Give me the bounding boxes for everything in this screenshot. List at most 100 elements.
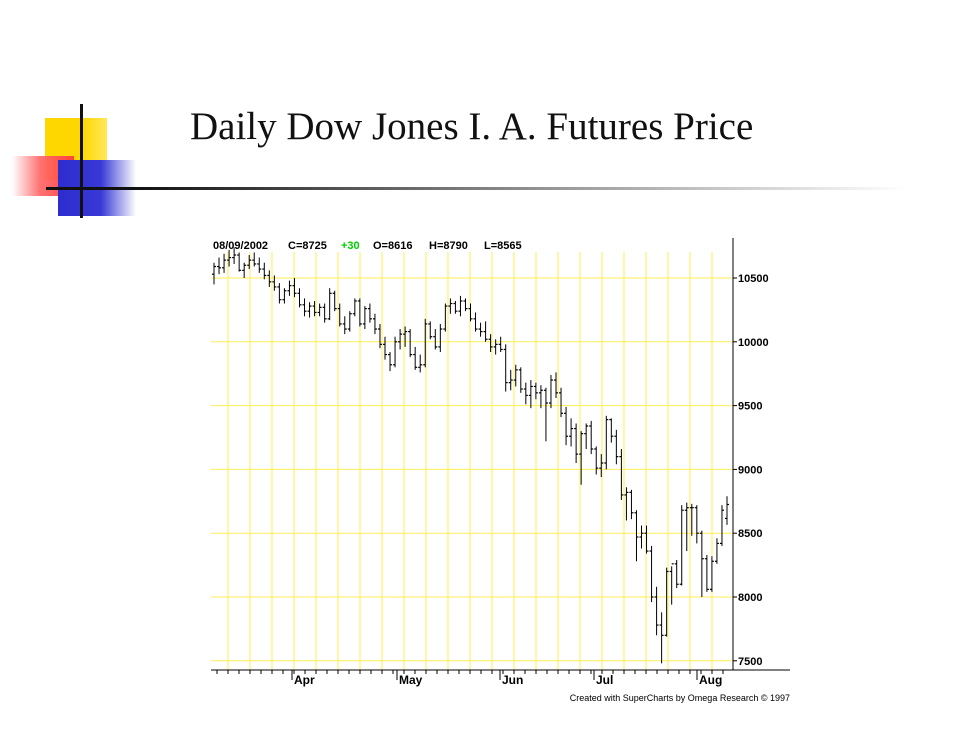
- ohlc-bar: [317, 303, 322, 317]
- ohlc-bar: [614, 429, 619, 465]
- ohlc-bar: [674, 559, 679, 589]
- ohlc-bar: [609, 418, 614, 443]
- ohlc-bar: [242, 262, 247, 278]
- y-tick-label: 9000: [738, 464, 762, 476]
- ohlc-bar: [554, 372, 558, 398]
- grid-layer: [211, 252, 733, 670]
- header-high: H=8790: [429, 240, 468, 252]
- ohlc-bar: [257, 257, 262, 273]
- ohlc-bar: [503, 344, 508, 392]
- ohlc-bar: [719, 505, 724, 546]
- ohlc-bar: [388, 352, 393, 372]
- ohlc-bar: [453, 300, 458, 314]
- ohlc-bar: [297, 288, 302, 308]
- ohlc-bar: [272, 275, 277, 291]
- ohlc-bar: [624, 487, 629, 521]
- ohlc-bar: [448, 298, 453, 314]
- ohlc-bar: [644, 525, 649, 554]
- ohlc-bar: [267, 270, 272, 287]
- ohlc-bar: [579, 431, 584, 485]
- ohlc-bar: [377, 323, 382, 349]
- ohlc-bar: [634, 510, 639, 562]
- ohlc-bar: [513, 364, 518, 387]
- ohlc-bar: [413, 346, 418, 370]
- ohlc-bar: [483, 321, 488, 342]
- ohlc-bar: [433, 329, 438, 350]
- ohlc-bar: [287, 280, 292, 296]
- ohlc-bar: [574, 423, 579, 464]
- ohlc-bar: [604, 415, 609, 470]
- ohlc-bar: [302, 298, 307, 317]
- ohlc-bar: [383, 336, 387, 360]
- ohlc-bar: [408, 329, 413, 358]
- ohlc-bar: [548, 374, 553, 409]
- ohlc-bar: [528, 380, 533, 409]
- ohlc-bar: [533, 382, 538, 400]
- ohlc-bar: [423, 318, 428, 368]
- decor-horizontal-line: [46, 187, 906, 190]
- ohlc-bar: [282, 288, 287, 304]
- decor-vertical-line: [80, 104, 83, 218]
- ohlc-bar: [292, 278, 297, 298]
- y-ticks-layer: 10500 10000 9500 9000 8500 8000 7500: [733, 273, 769, 668]
- header-open: O=8616: [373, 240, 412, 252]
- header-change: +30: [341, 240, 360, 252]
- ohlc-bar: [262, 262, 267, 280]
- y-tick-label: 8000: [738, 592, 762, 604]
- ohlc-bar: [217, 257, 222, 275]
- ohlc-bar: [227, 249, 232, 267]
- ohlc-bar: [212, 262, 216, 285]
- ohlc-bar: [468, 303, 473, 322]
- ohlc-bar: [498, 336, 503, 353]
- ohlc-bar: [362, 306, 367, 330]
- chart-header: 08/09/2002 C=8725 +30 O=8616 H=8790 L=85…: [213, 240, 522, 252]
- ohlc-bar: [589, 420, 594, 455]
- ohlc-bar: [403, 326, 408, 347]
- x-month-label: Jun: [502, 673, 523, 687]
- chart-credit: Created with SuperCharts by Omega Resear…: [570, 693, 790, 703]
- chart-svg: 10500 10000 9500 9000 8500 8000 7500 Apr May Jun…: [200, 232, 800, 707]
- ohlc-bar: [418, 354, 423, 373]
- header-close: C=8725: [288, 240, 327, 252]
- ohlc-bar: [709, 556, 714, 592]
- ohlc-bar: [252, 252, 257, 267]
- ohlc-bar: [584, 423, 589, 449]
- ohlc-bar: [654, 586, 659, 636]
- ohlc-bar: [398, 329, 403, 350]
- ohlc-bar: [639, 525, 644, 549]
- ohlc-bar: [664, 567, 669, 637]
- ohlc-bar: [232, 247, 237, 264]
- ohlc-bar: [372, 313, 377, 335]
- ohlc-bar: [694, 505, 699, 544]
- ohlc-bar: [307, 302, 312, 318]
- x-month-label: Jul: [596, 673, 613, 687]
- ohlc-bar: [699, 530, 704, 597]
- slide-title: Daily Dow Jones I. A. Futures Price: [190, 105, 754, 148]
- bars-layer: [212, 247, 729, 664]
- ohlc-bar: [659, 612, 664, 664]
- ohlc-bar: [352, 298, 357, 317]
- ohlc-chart: 10500 10000 9500 9000 8500 8000 7500 Apr May Jun…: [200, 232, 800, 707]
- ohlc-bar: [347, 311, 352, 332]
- ohlc-bar: [518, 367, 523, 393]
- ohlc-bar: [599, 454, 604, 478]
- y-tick-label: 9500: [738, 401, 762, 413]
- ohlc-bar: [277, 283, 282, 304]
- ohlc-bar: [569, 418, 574, 447]
- ohlc-bar: [689, 503, 694, 536]
- ohlc-bar: [443, 303, 448, 332]
- ohlc-bar: [247, 255, 252, 270]
- ohlc-bar: [342, 316, 347, 335]
- ohlc-bar: [493, 339, 498, 355]
- x-month-label: Apr: [294, 673, 315, 687]
- ohlc-bar: [669, 563, 674, 605]
- ohlc-bar: [438, 323, 443, 353]
- x-month-label: May: [399, 673, 423, 687]
- ohlc-bar: [543, 387, 548, 442]
- ohlc-bar: [367, 303, 372, 323]
- ohlc-bar: [458, 295, 463, 317]
- ohlc-bar: [357, 298, 362, 327]
- ohlc-bar: [428, 321, 433, 340]
- x-ticks-layer: Apr May Jun Jul Aug: [216, 670, 724, 687]
- y-tick-label: 10000: [738, 337, 769, 349]
